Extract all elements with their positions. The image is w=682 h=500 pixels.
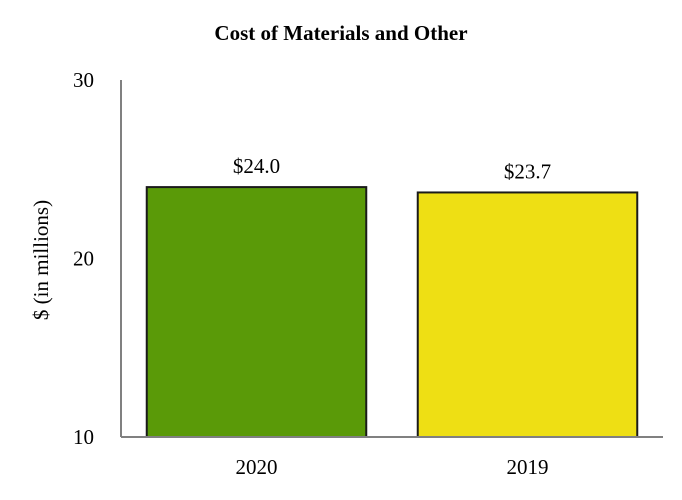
x-tick-label: 2020	[236, 455, 278, 479]
data-label: $24.0	[233, 154, 280, 178]
data-labels: $24.0 $23.7	[233, 154, 551, 183]
x-axis-labels: 2020 2019	[236, 455, 549, 479]
bar-2019	[416, 191, 639, 438]
y-axis-ticks: 10 20 30	[73, 68, 94, 449]
y-tick-label: 10	[73, 425, 94, 449]
bars	[145, 186, 639, 438]
bar-2020	[145, 186, 368, 438]
x-tick-label: 2019	[507, 455, 549, 479]
y-tick-label: 20	[73, 247, 94, 271]
y-tick-label: 30	[73, 68, 94, 92]
data-label: $23.7	[504, 159, 551, 183]
y-axis-label: $ (in millions)	[29, 200, 53, 320]
chart-title: Cost of Materials and Other	[214, 21, 467, 45]
